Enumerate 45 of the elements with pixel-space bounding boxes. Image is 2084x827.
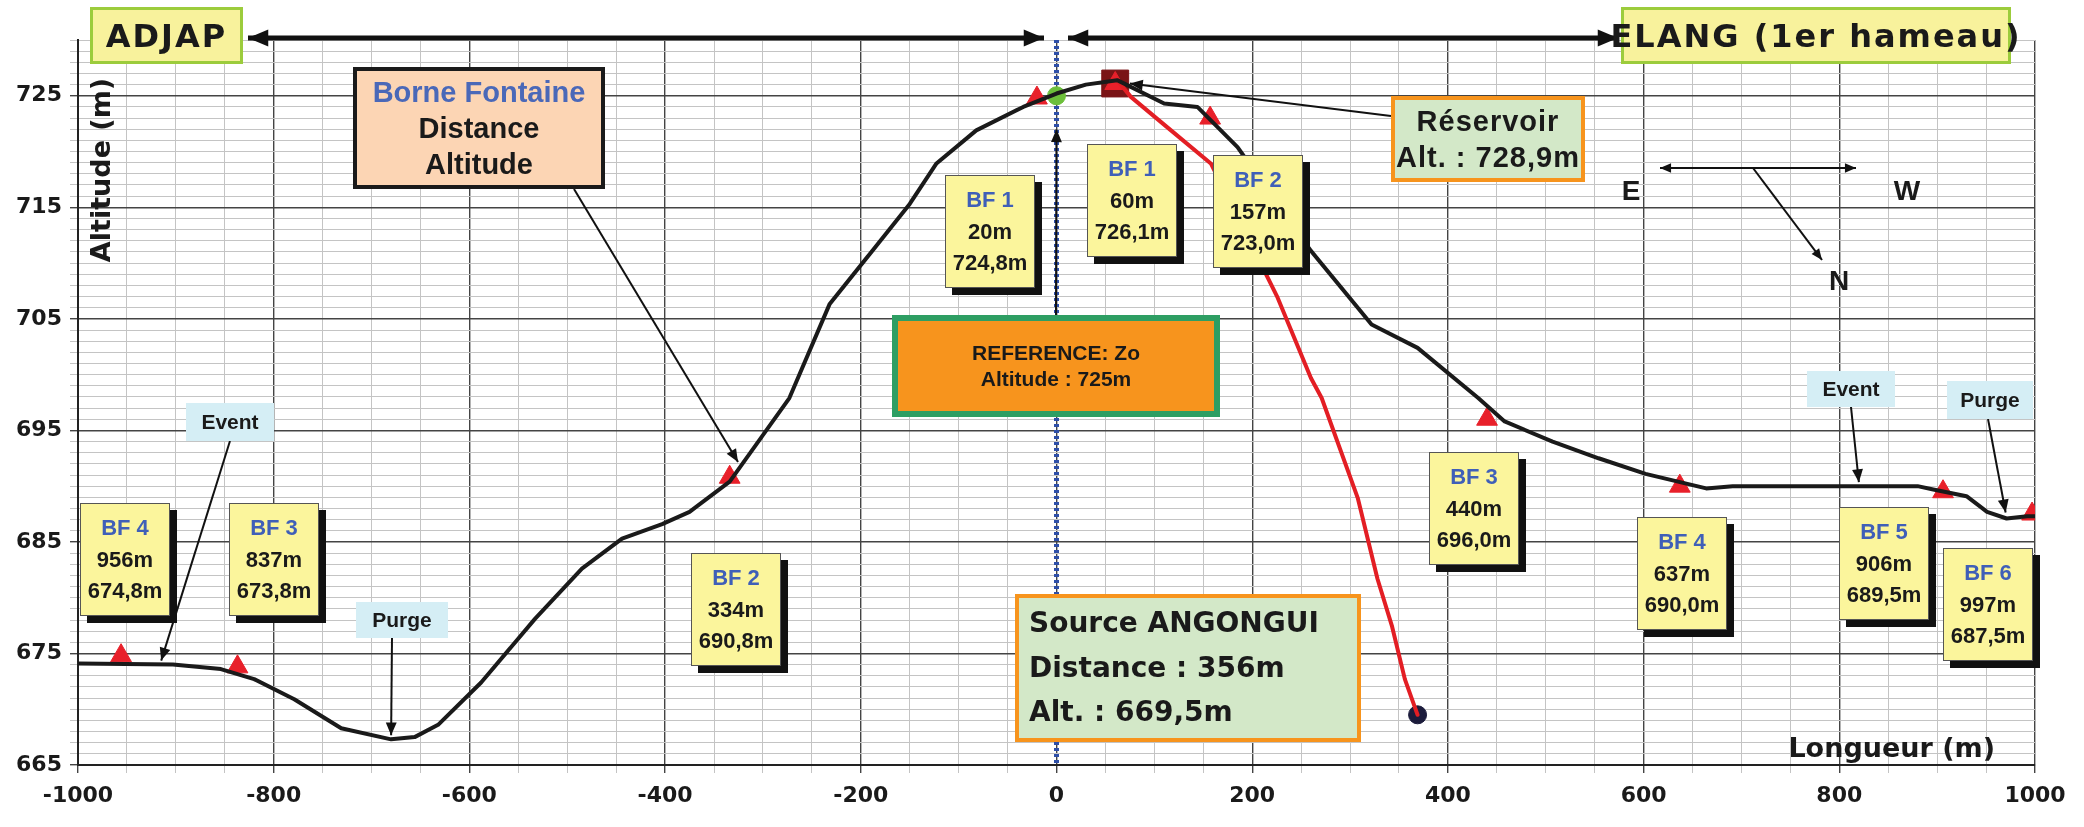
- annotation: E: [1621, 173, 1641, 208]
- annotation: Purge: [1960, 386, 2020, 413]
- x-tick-label: -400: [637, 781, 693, 807]
- annotation: BF 2 334m 690,8m: [698, 563, 774, 656]
- annotation: Réservoir Alt. : 728,9m: [1396, 103, 1580, 175]
- annotation: BF 4 637m 690,0m: [1644, 527, 1720, 620]
- annotation: Borne Fontaine Distance Altitude: [372, 74, 586, 183]
- annotation: REFERENCE: Zo Altitude : 725m: [972, 339, 1140, 392]
- y-tick-label: 665: [16, 750, 62, 776]
- annotation: Source ANGONGUI Distance : 356m Alt. : 669,5m: [1029, 604, 1319, 731]
- y-tick-label: 715: [16, 193, 62, 219]
- annotation: BF 1 20m 724,8m: [952, 185, 1028, 278]
- annotation: BF 3 440m 696,0m: [1436, 462, 1512, 555]
- y-axis-title: Altitude (m): [85, 77, 117, 263]
- x-tick-label: 600: [1620, 781, 1667, 807]
- point: [110, 643, 132, 663]
- annotation: W: [1893, 173, 1921, 208]
- annotation: Event: [201, 408, 259, 435]
- annotation: ADJAP: [105, 15, 228, 56]
- x-tick-label: 800: [1816, 781, 1863, 807]
- x-tick-label: -200: [833, 781, 889, 807]
- annotation: BF 3 837m 673,8m: [236, 513, 312, 606]
- annotation: BF 1 60m 726,1m: [1094, 154, 1170, 247]
- y-tick-label: 695: [16, 416, 62, 442]
- x-tick-label: 0: [1048, 781, 1065, 807]
- annotation: Purge: [372, 606, 432, 633]
- x-tick-label: 1000: [2004, 781, 2066, 807]
- x-tick-label: 200: [1229, 781, 1276, 807]
- x-tick-label: -800: [246, 781, 302, 807]
- x-tick-label: 400: [1424, 781, 1471, 807]
- y-tick-label: 685: [16, 527, 62, 553]
- annotation: BF 2 157m 723,0m: [1220, 165, 1296, 258]
- x-tick-label: -1000: [42, 781, 114, 807]
- annotation: N: [1828, 263, 1850, 298]
- annotation: BF 4 956m 674,8m: [87, 513, 163, 606]
- point: [1476, 406, 1498, 426]
- annotation: ELANG (1er hameau): [1610, 15, 2022, 56]
- y-tick-label: 705: [16, 304, 62, 330]
- annotation: Event: [1822, 375, 1880, 402]
- x-tick-label: -600: [441, 781, 497, 807]
- y-tick-label: 725: [16, 81, 62, 107]
- annotation: BF 5 906m 689,5m: [1846, 517, 1922, 610]
- annotation: BF 6 997m 687,5m: [1950, 558, 2026, 651]
- y-tick-label: 675: [16, 639, 62, 665]
- x-axis-title: Longueur (m): [1788, 731, 1995, 763]
